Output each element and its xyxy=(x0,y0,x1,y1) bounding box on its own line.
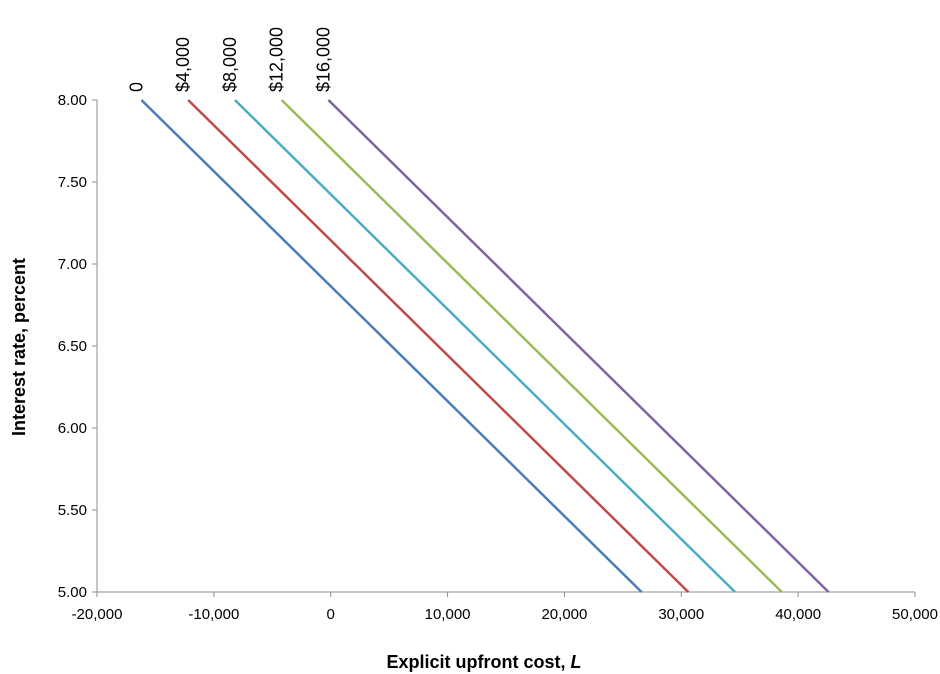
y-tick-label: 7.00 xyxy=(58,256,87,273)
x-tick-label: 30,000 xyxy=(658,606,704,623)
y-tick-label: 6.00 xyxy=(58,420,87,437)
x-tick-label: 40,000 xyxy=(775,606,821,623)
x-tick-label: -10,000 xyxy=(188,606,239,623)
y-tick-label: 5.50 xyxy=(58,502,87,519)
series-label: $12,000 xyxy=(267,27,287,92)
x-ticks: -20,000 -10,000 0 10,000 20,000 30,000 40,000 5… xyxy=(72,592,938,623)
y-tick-label: 5.00 xyxy=(58,584,87,601)
series-labels: 0 $4,000 $8,000 $12,000 $16,000 xyxy=(126,27,333,92)
x-tick-label: 10,000 xyxy=(425,606,471,623)
series-label: $4,000 xyxy=(173,37,193,92)
y-tick-label: 8.00 xyxy=(58,92,87,109)
y-tick-label: 6.50 xyxy=(58,338,87,355)
series-line xyxy=(234,99,736,593)
series-line xyxy=(327,99,830,593)
series-line xyxy=(187,99,690,593)
y-axis-title: Interest rate, percent xyxy=(9,258,29,436)
plot-area: 5.00 5.50 6.00 6.50 7.00 7.50 8.00 -20,000 -10,… xyxy=(58,27,938,623)
y-tick-label: 7.50 xyxy=(58,174,87,191)
series-label: $16,000 xyxy=(313,27,333,92)
x-tick-label: 0 xyxy=(327,606,335,623)
x-tick-label: 50,000 xyxy=(892,606,938,623)
x-tick-label: -20,000 xyxy=(72,606,123,623)
series-lines xyxy=(140,99,830,593)
x-tick-label: 20,000 xyxy=(541,606,587,623)
series-line xyxy=(140,99,643,593)
series-label: $8,000 xyxy=(220,37,240,92)
x-axis-title: Explicit upfront cost, L xyxy=(386,652,581,672)
series-line xyxy=(280,99,783,593)
y-ticks: 5.00 5.50 6.00 6.50 7.00 7.50 8.00 xyxy=(58,92,97,601)
series-label: 0 xyxy=(126,82,146,92)
